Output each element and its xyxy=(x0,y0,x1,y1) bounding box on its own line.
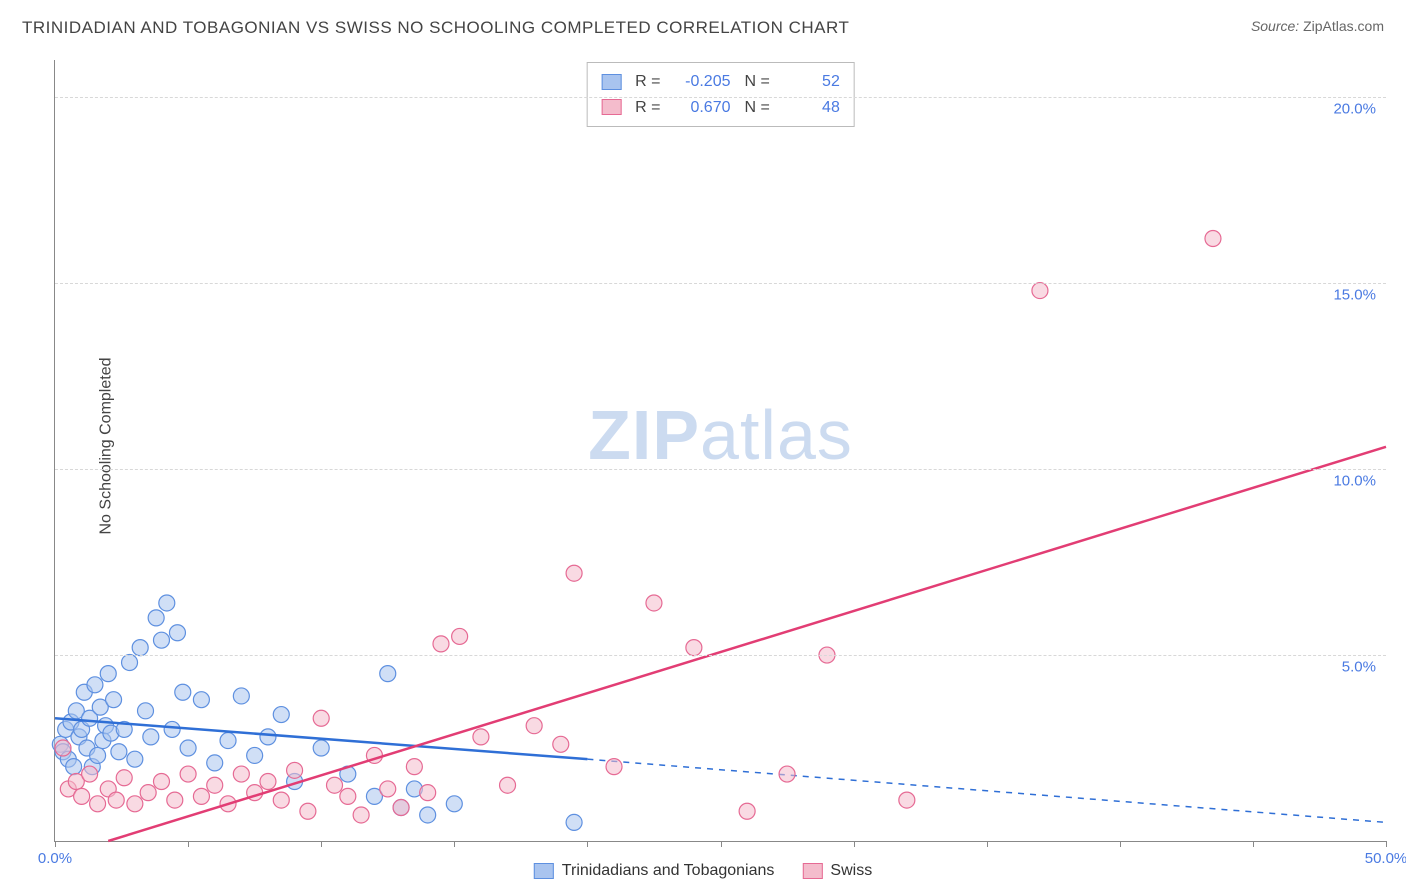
scatter-point xyxy=(273,707,289,723)
scatter-point xyxy=(87,677,103,693)
scatter-point xyxy=(82,766,98,782)
scatter-point xyxy=(220,733,236,749)
legend-bottom: Trinidadians and Tobagonians Swiss xyxy=(534,862,872,880)
scatter-point xyxy=(300,803,316,819)
source-value: ZipAtlas.com xyxy=(1303,18,1384,34)
scatter-point xyxy=(1205,231,1221,247)
y-tick-label: 20.0% xyxy=(1331,101,1378,118)
scatter-point xyxy=(207,777,223,793)
scatter-point xyxy=(100,666,116,682)
scatter-point xyxy=(500,777,516,793)
scatter-point xyxy=(164,721,180,737)
scatter-point xyxy=(473,729,489,745)
source-label: Source: xyxy=(1251,18,1299,34)
scatter-point xyxy=(553,736,569,752)
scatter-point xyxy=(686,640,702,656)
chart-svg xyxy=(55,60,1386,841)
x-tick-label: 50.0% xyxy=(1365,850,1406,867)
scatter-point xyxy=(526,718,542,734)
scatter-point xyxy=(313,740,329,756)
scatter-point xyxy=(74,788,90,804)
scatter-point xyxy=(899,792,915,808)
scatter-point xyxy=(566,565,582,581)
scatter-point xyxy=(111,744,127,760)
scatter-point xyxy=(340,788,356,804)
scatter-point xyxy=(143,729,159,745)
scatter-point xyxy=(90,796,106,812)
scatter-point xyxy=(233,688,249,704)
scatter-point xyxy=(353,807,369,823)
scatter-point xyxy=(116,770,132,786)
trend-line xyxy=(108,447,1386,841)
scatter-point xyxy=(153,773,169,789)
scatter-point xyxy=(420,807,436,823)
scatter-point xyxy=(273,792,289,808)
y-tick-label: 5.0% xyxy=(1340,659,1378,676)
y-tick-label: 10.0% xyxy=(1331,473,1378,490)
plot-area: ZIPatlas R = -0.205 N = 52 R = 0.670 N =… xyxy=(54,60,1386,842)
scatter-point xyxy=(169,625,185,641)
scatter-point xyxy=(393,800,409,816)
scatter-point xyxy=(55,740,71,756)
scatter-point xyxy=(127,796,143,812)
scatter-point xyxy=(260,773,276,789)
scatter-point xyxy=(132,640,148,656)
scatter-point xyxy=(1032,283,1048,299)
scatter-point xyxy=(153,632,169,648)
scatter-point xyxy=(380,781,396,797)
x-tick-label: 0.0% xyxy=(38,850,72,867)
scatter-point xyxy=(606,759,622,775)
scatter-point xyxy=(406,759,422,775)
scatter-point xyxy=(175,684,191,700)
chart-source: Source: ZipAtlas.com xyxy=(1251,18,1384,34)
scatter-point xyxy=(233,766,249,782)
scatter-point xyxy=(180,766,196,782)
chart-title: TRINIDADIAN AND TOBAGONIAN VS SWISS NO S… xyxy=(22,18,849,38)
scatter-point xyxy=(646,595,662,611)
scatter-point xyxy=(140,785,156,801)
scatter-point xyxy=(420,785,436,801)
scatter-point xyxy=(739,803,755,819)
scatter-point xyxy=(287,762,303,778)
scatter-point xyxy=(180,740,196,756)
scatter-point xyxy=(106,692,122,708)
scatter-point xyxy=(446,796,462,812)
scatter-point xyxy=(122,654,138,670)
scatter-point xyxy=(452,628,468,644)
scatter-point xyxy=(327,777,343,793)
scatter-point xyxy=(779,766,795,782)
swatch-swiss-bottom xyxy=(802,863,822,879)
scatter-point xyxy=(90,747,106,763)
scatter-point xyxy=(313,710,329,726)
legend-item-swiss: Swiss xyxy=(802,862,872,880)
scatter-point xyxy=(380,666,396,682)
scatter-point xyxy=(138,703,154,719)
scatter-point xyxy=(66,759,82,775)
scatter-point xyxy=(159,595,175,611)
legend-item-tt: Trinidadians and Tobagonians xyxy=(534,862,775,880)
scatter-point xyxy=(148,610,164,626)
scatter-point xyxy=(127,751,143,767)
scatter-point xyxy=(167,792,183,808)
scatter-point xyxy=(193,692,209,708)
trend-line-dashed xyxy=(587,759,1386,822)
scatter-point xyxy=(108,792,124,808)
scatter-point xyxy=(247,747,263,763)
legend-label-swiss: Swiss xyxy=(830,862,872,880)
scatter-point xyxy=(433,636,449,652)
scatter-point xyxy=(566,814,582,830)
scatter-point xyxy=(193,788,209,804)
scatter-point xyxy=(260,729,276,745)
scatter-point xyxy=(207,755,223,771)
swatch-tt-bottom xyxy=(534,863,554,879)
legend-label-tt: Trinidadians and Tobagonians xyxy=(562,862,775,880)
y-tick-label: 15.0% xyxy=(1331,287,1378,304)
